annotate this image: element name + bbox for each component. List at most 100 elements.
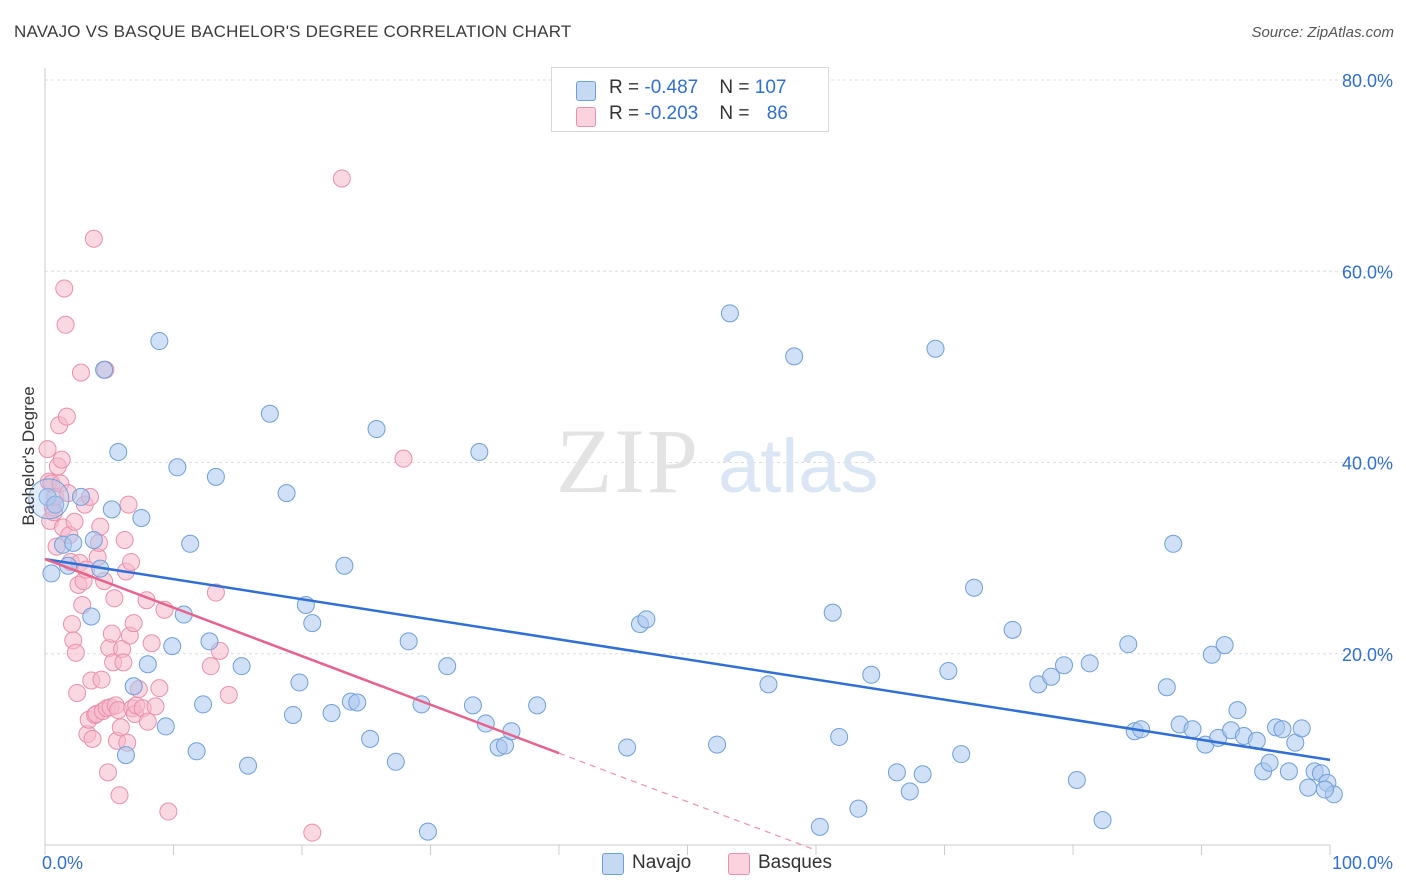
navajo-point: [1315, 780, 1334, 799]
basques-point: [206, 583, 225, 602]
navajo-point: [71, 487, 90, 506]
basques-point: [119, 495, 138, 514]
navajo-point: [200, 632, 219, 651]
navajo-point: [64, 533, 83, 552]
navajo-legend-label: Navajo: [632, 852, 692, 873]
navajo-point: [322, 704, 341, 723]
navajo-point: [887, 763, 906, 782]
navajo-point: [260, 404, 279, 423]
navajo-point: [102, 500, 121, 519]
navajo-point: [862, 665, 881, 684]
navajo-legend-swatch: [602, 853, 624, 875]
basques-point: [111, 718, 130, 737]
navajo-point: [232, 657, 251, 676]
y-tick-label: 80.0%: [1342, 71, 1393, 91]
navajo-point: [181, 534, 200, 553]
navajo-point: [150, 332, 169, 351]
navajo-point: [46, 495, 65, 514]
basques-n-label: N =: [719, 103, 755, 124]
basques-swatch: [576, 107, 596, 127]
navajo-point: [1260, 753, 1279, 772]
basques-point: [142, 634, 161, 653]
navajo-r-label: R =: [609, 77, 645, 98]
navajo-n-label: N =: [719, 77, 755, 98]
basques-legend-label: Basques: [758, 852, 832, 873]
trend-lines: [44, 557, 1331, 851]
navajo-point: [168, 458, 187, 477]
navajo-point: [386, 752, 405, 771]
navajo-point: [1055, 656, 1074, 675]
navajo-point: [900, 782, 919, 801]
navajo-point: [952, 745, 971, 764]
basques-point: [394, 449, 413, 468]
navajo-point: [926, 339, 945, 358]
chart-title: NAVAJO VS BASQUE BACHELOR'S DEGREE CORRE…: [14, 22, 572, 41]
navajo-point: [206, 467, 225, 486]
basques-point: [57, 407, 76, 426]
navajo-point: [156, 717, 175, 736]
series-basques: [38, 169, 413, 842]
source-label: Source: ZipAtlas.com: [1251, 24, 1394, 41]
navajo-point: [528, 696, 547, 715]
navajo-point: [124, 677, 143, 696]
basques-point: [303, 823, 322, 842]
navajo-point: [418, 822, 437, 841]
y-tick-label: 20.0%: [1342, 645, 1393, 665]
basques-point: [84, 229, 103, 248]
tick-labels: 20.0% 40.0% 60.0% 80.0% 0.0% 100.0%: [42, 71, 1393, 873]
basques-point: [65, 512, 84, 531]
navajo-point: [1273, 720, 1292, 739]
stats-legend: R = -0.487 N = 107 R = -0.203 N = 86: [551, 67, 829, 132]
navajo-point: [438, 657, 457, 676]
y-axis-label: Bachelor's Degree: [19, 386, 38, 525]
navajo-point: [708, 735, 727, 754]
navajo-point: [1279, 762, 1298, 781]
basques-point: [201, 657, 220, 676]
series-navajo: [28, 304, 1343, 841]
basques-trend-extension: [558, 752, 817, 851]
navajo-point: [939, 661, 958, 680]
navajo-point: [785, 347, 804, 366]
x-tick-label: 100.0%: [1332, 853, 1393, 873]
navajo-point: [1093, 811, 1112, 830]
navajo-point: [303, 614, 322, 633]
navajo-cluster-point: [28, 478, 70, 520]
navajo-point: [42, 564, 61, 583]
basques-point: [115, 530, 134, 549]
watermark: ZIP atlas: [556, 410, 879, 512]
navajo-point: [823, 603, 842, 622]
navajo-point: [290, 673, 309, 692]
navajo-point: [116, 746, 135, 765]
navajo-point: [1164, 534, 1183, 553]
basques-point: [122, 552, 141, 571]
navajo-point: [810, 817, 829, 836]
navajo-point: [1202, 645, 1221, 664]
basques-r-value: -0.203: [644, 103, 699, 124]
navajo-point: [1215, 636, 1234, 655]
navajo-point: [239, 756, 258, 775]
watermark-atlas: atlas: [718, 424, 879, 509]
navajo-point: [618, 738, 637, 757]
navajo-point: [1183, 720, 1202, 739]
basques-point: [146, 697, 165, 716]
navajo-point: [965, 578, 984, 597]
basques-point: [56, 315, 75, 334]
basques-point: [55, 279, 74, 298]
basques-point: [159, 802, 178, 821]
x-tick-label: 0.0%: [42, 853, 83, 873]
navajo-point: [1299, 778, 1318, 797]
basques-point: [150, 679, 169, 698]
basques-legend-swatch: [728, 853, 750, 875]
navajo-point: [187, 742, 206, 761]
navajo-point: [194, 695, 213, 714]
navajo-point: [1228, 701, 1247, 720]
navajo-point: [163, 637, 182, 656]
navajo-point: [830, 727, 849, 746]
navajo-point: [84, 530, 103, 549]
navajo-point: [463, 696, 482, 715]
navajo-point: [1157, 678, 1176, 697]
basques-point: [62, 615, 81, 634]
basques-point: [66, 643, 85, 662]
navajo-point: [849, 799, 868, 818]
